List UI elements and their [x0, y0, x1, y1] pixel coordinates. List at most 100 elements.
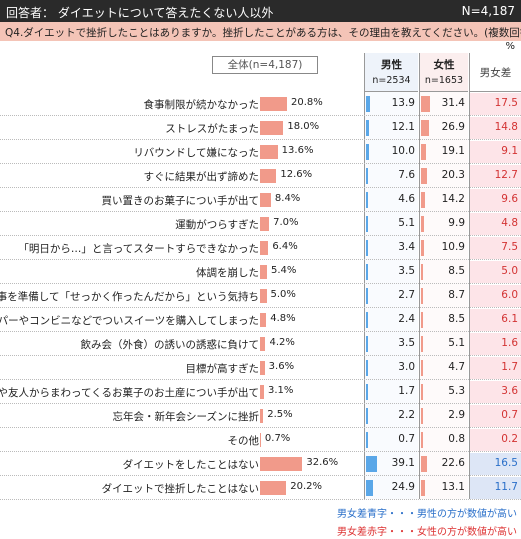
- female-value: 19.1: [441, 145, 465, 157]
- diff-cell: [470, 453, 521, 475]
- sample-size: N=4,187: [461, 4, 515, 18]
- diff-value: 1.6: [501, 337, 518, 349]
- unit-label: %: [505, 41, 515, 52]
- male-value: 13.9: [391, 97, 415, 109]
- female-value: 2.9: [448, 409, 465, 421]
- female-bar: [421, 240, 425, 256]
- row-label: その他: [227, 435, 260, 447]
- table-row: スーパーやコンビニなどでついスイーツを購入してしまった 4.8% 2.4 8.5 6.1: [0, 308, 521, 332]
- female-bar: [421, 96, 430, 112]
- female-value: 8.5: [448, 265, 465, 277]
- male-bar: [366, 480, 373, 496]
- total-bar: [260, 457, 303, 471]
- respondent-label: 回答者： ダイエットについて答えたくない人以外: [6, 6, 274, 20]
- diff-value: 0.2: [501, 433, 518, 445]
- male-bar: [366, 264, 368, 280]
- table-row: その他 0.7% 0.7 0.8 0.2: [0, 428, 521, 452]
- table-row: 運動がつらすぎた 7.0% 5.1 9.9 4.8: [0, 212, 521, 236]
- total-bar: [260, 265, 268, 279]
- male-value: 0.7: [398, 433, 415, 445]
- male-bar: [366, 192, 368, 208]
- total-value: 13.6%: [281, 145, 314, 156]
- diff-value: 9.6: [501, 193, 518, 205]
- diff-value: 1.7: [501, 361, 518, 373]
- total-bar: [260, 313, 267, 327]
- diff-value: 5.0: [501, 265, 518, 277]
- diff-value: 12.7: [494, 169, 518, 181]
- female-bar: [421, 480, 425, 496]
- female-value: 8.5: [448, 313, 465, 325]
- row-label: 食事を準備して「せっかく作ったんだから」という気持ち: [0, 291, 259, 303]
- female-value: 14.2: [441, 193, 465, 205]
- female-value: 22.6: [441, 457, 465, 469]
- legend-note-blue: 男女差青字・・・男性の方が数値が高い: [337, 509, 517, 520]
- female-value: 5.3: [448, 385, 465, 397]
- total-bar: [260, 433, 261, 447]
- female-header-n: n=1653: [424, 75, 464, 86]
- male-bar: [366, 240, 368, 256]
- total-value: 3.1%: [268, 385, 294, 396]
- total-value: 2.5%: [267, 409, 293, 420]
- total-bar: [260, 361, 265, 375]
- female-bar: [421, 288, 424, 304]
- male-value: 3.4: [398, 241, 415, 253]
- table-row: リバウンドして嫌になった 13.6% 10.0 19.1 9.1: [0, 140, 521, 164]
- male-value: 1.7: [398, 385, 415, 397]
- male-column-bg: [364, 92, 418, 499]
- female-bar: [421, 264, 424, 280]
- diff-value: 7.5: [501, 241, 518, 253]
- female-value: 5.1: [448, 337, 465, 349]
- row-label: 運動がつらすぎた: [175, 219, 259, 231]
- total-value: 4.2%: [269, 337, 295, 348]
- male-value: 12.1: [391, 121, 415, 133]
- total-bar: [260, 145, 278, 159]
- male-value: 2.2: [398, 409, 415, 421]
- total-value: 6.4%: [272, 241, 298, 252]
- total-value: 20.8%: [291, 97, 323, 108]
- male-value: 24.9: [391, 481, 415, 493]
- diff-value: 11.7: [494, 481, 518, 493]
- female-value: 10.9: [441, 241, 465, 253]
- female-bar: [421, 384, 423, 400]
- total-bar: [260, 169, 277, 183]
- total-value: 5.4%: [271, 265, 297, 276]
- female-bar: [421, 168, 427, 184]
- table-row: 忘年会・新年会シーズンに挫折 2.5% 2.2 2.9 0.7: [0, 404, 521, 428]
- female-value: 20.3: [441, 169, 465, 181]
- respondent-header: 回答者： ダイエットについて答えたくない人以外 N=4,187: [0, 0, 521, 22]
- male-bar: [366, 312, 368, 328]
- diff-value: 17.5: [494, 97, 518, 109]
- row-label: ストレスがたまった: [165, 123, 259, 135]
- female-value: 13.1: [441, 481, 465, 493]
- male-value: 4.6: [398, 193, 415, 205]
- female-bar: [421, 336, 423, 352]
- male-bar: [366, 96, 370, 112]
- female-value: 26.9: [441, 121, 465, 133]
- male-bar: [366, 168, 369, 184]
- diff-cell: [470, 405, 521, 427]
- male-header-n: n=2534: [372, 75, 411, 86]
- total-bar: [260, 289, 267, 303]
- male-bar: [366, 360, 368, 376]
- female-bar: [421, 216, 424, 232]
- diff-header-label: 男女差: [479, 67, 512, 79]
- female-value: 0.8: [448, 433, 465, 445]
- diff-cell: [470, 285, 521, 307]
- female-bar: [421, 360, 423, 376]
- female-value: 9.9: [448, 217, 465, 229]
- total-value: 5.0%: [270, 289, 296, 300]
- table-row: 目標が高すぎた 3.6% 3.0 4.7 1.7: [0, 356, 521, 380]
- diff-cell: [470, 237, 521, 259]
- row-label: ダイエットで挫折したことはない: [101, 483, 259, 495]
- table-row: 買い置きのお菓子につい手が出て 8.4% 4.6 14.2 9.6: [0, 188, 521, 212]
- diff-value: 14.8: [494, 121, 518, 133]
- male-value: 10.0: [391, 145, 415, 157]
- row-label: 飲み会（外食）の誘いの誘惑に負けて: [80, 339, 260, 351]
- male-value: 39.1: [391, 457, 415, 469]
- total-value: 8.4%: [274, 193, 301, 204]
- female-bar: [421, 144, 427, 160]
- male-value: 2.7: [398, 289, 415, 301]
- table-row: 体調を崩した 5.4% 3.5 8.5 5.0: [0, 260, 521, 284]
- total-bar: [260, 193, 271, 207]
- table-row: すぐに結果が出ず諦めた 12.6% 7.6 20.3 12.7: [0, 164, 521, 188]
